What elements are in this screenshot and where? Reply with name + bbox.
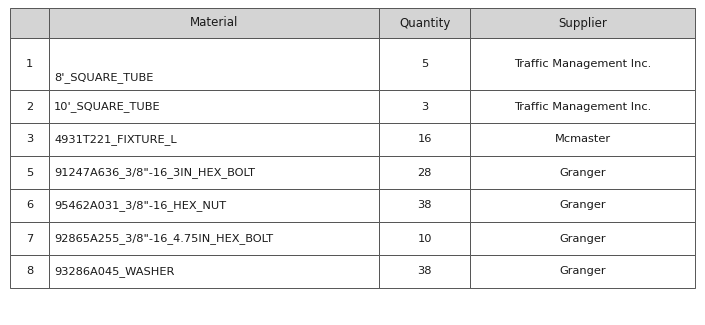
Text: 8'_SQUARE_TUBE: 8'_SQUARE_TUBE [54, 72, 154, 83]
Bar [379, 123, 470, 156]
Text: 28: 28 [417, 167, 432, 177]
Bar [470, 189, 695, 222]
Bar [379, 255, 470, 288]
Bar [470, 38, 695, 90]
Bar [470, 156, 695, 189]
Text: 3: 3 [26, 135, 33, 145]
Text: 10: 10 [417, 233, 432, 243]
Text: Granger: Granger [559, 266, 606, 277]
Text: 4931T221_FIXTURE_L: 4931T221_FIXTURE_L [54, 134, 177, 145]
Text: Supplier: Supplier [558, 17, 607, 30]
Bar [10, 8, 49, 38]
Bar [49, 189, 379, 222]
Text: 1: 1 [26, 59, 33, 69]
Text: Mcmaster: Mcmaster [555, 135, 611, 145]
Text: 6: 6 [26, 201, 33, 211]
Text: 8: 8 [26, 266, 33, 277]
Bar [470, 8, 695, 38]
Text: Traffic Management Inc.: Traffic Management Inc. [514, 59, 651, 69]
Bar [10, 156, 49, 189]
Text: 91247A636_3/8"-16_3IN_HEX_BOLT: 91247A636_3/8"-16_3IN_HEX_BOLT [54, 167, 255, 178]
Text: Granger: Granger [559, 167, 606, 177]
Bar [10, 90, 49, 123]
Bar [379, 156, 470, 189]
Text: 3: 3 [421, 101, 429, 111]
Text: 93286A045_WASHER: 93286A045_WASHER [54, 266, 174, 277]
Text: Granger: Granger [559, 233, 606, 243]
Bar [470, 255, 695, 288]
Text: Material: Material [190, 17, 238, 30]
Text: Granger: Granger [559, 201, 606, 211]
Bar [379, 38, 470, 90]
Bar [379, 8, 470, 38]
Bar [49, 90, 379, 123]
Text: Traffic Management Inc.: Traffic Management Inc. [514, 101, 651, 111]
Text: 38: 38 [417, 266, 432, 277]
Text: 10'_SQUARE_TUBE: 10'_SQUARE_TUBE [54, 101, 161, 112]
Bar [10, 222, 49, 255]
Bar [49, 123, 379, 156]
Text: 38: 38 [417, 201, 432, 211]
Text: 95462A031_3/8"-16_HEX_NUT: 95462A031_3/8"-16_HEX_NUT [54, 200, 226, 211]
Bar [379, 189, 470, 222]
Text: 2: 2 [26, 101, 33, 111]
Bar [49, 222, 379, 255]
Bar [49, 255, 379, 288]
Bar [49, 156, 379, 189]
Bar [379, 222, 470, 255]
Text: Quantity: Quantity [399, 17, 450, 30]
Bar [10, 123, 49, 156]
Text: 92865A255_3/8"-16_4.75IN_HEX_BOLT: 92865A255_3/8"-16_4.75IN_HEX_BOLT [54, 233, 273, 244]
Bar [10, 189, 49, 222]
Text: 16: 16 [417, 135, 432, 145]
Bar [470, 123, 695, 156]
Bar [49, 8, 379, 38]
Bar [10, 38, 49, 90]
Text: 5: 5 [421, 59, 429, 69]
Bar [10, 255, 49, 288]
Bar [470, 90, 695, 123]
Bar [470, 222, 695, 255]
Text: 5: 5 [26, 167, 33, 177]
Bar [379, 90, 470, 123]
Bar [49, 38, 379, 90]
Text: 7: 7 [26, 233, 33, 243]
